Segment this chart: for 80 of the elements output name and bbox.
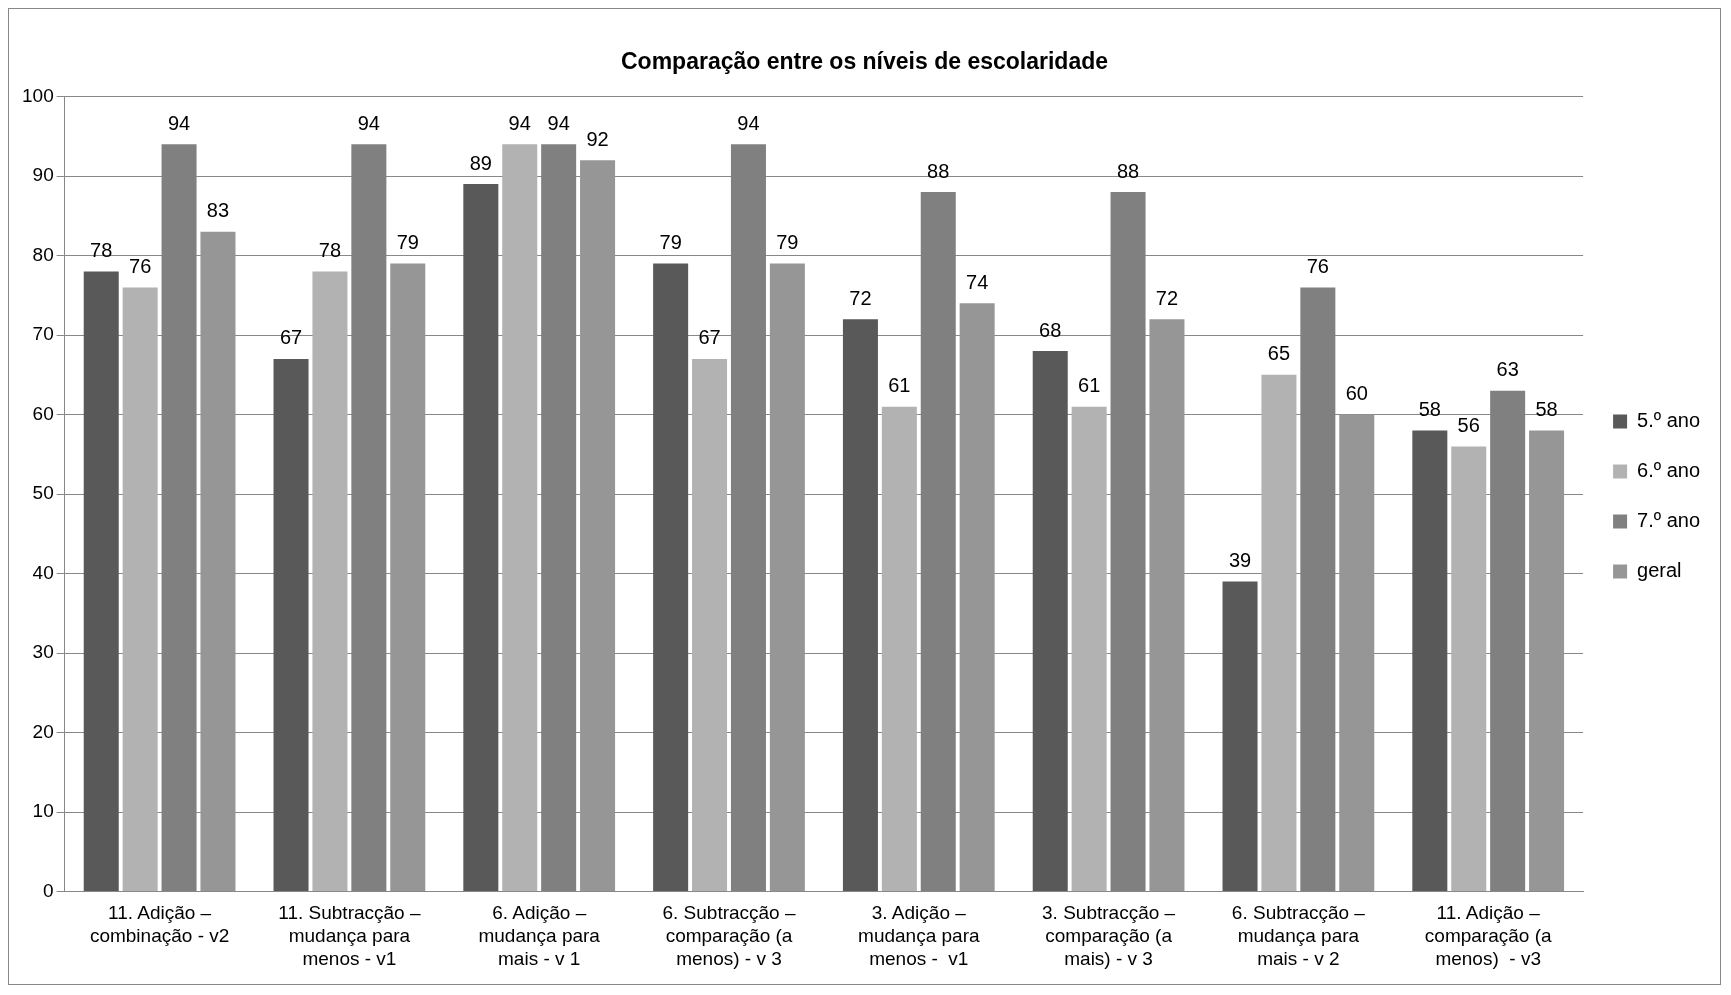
bar xyxy=(1222,581,1258,892)
x-tick-label: 11. Subtracção – mudança para menos - v1 xyxy=(278,902,421,969)
x-tick-label: 11. Adição – comparação (a menos) - v3 xyxy=(1424,902,1552,969)
data-label: 67 xyxy=(698,326,721,349)
data-label: 72 xyxy=(849,286,872,309)
y-tick-label: 40 xyxy=(32,561,54,583)
bar xyxy=(692,358,728,892)
legend-label: 7.º ano xyxy=(1637,509,1701,532)
data-label: 94 xyxy=(508,111,531,134)
bar xyxy=(312,271,348,892)
bar xyxy=(83,271,119,892)
data-label: 94 xyxy=(167,111,191,134)
x-tick-label: 6. Subtracção – mudança para mais - v 2 xyxy=(1231,902,1366,969)
x-tick-label: 6. Subtracção – comparação (a menos) - v 3 xyxy=(662,902,796,969)
bar xyxy=(769,263,805,892)
legend-label: geral xyxy=(1637,559,1682,582)
y-tick-label: 10 xyxy=(32,800,54,822)
data-label: 58 xyxy=(1535,398,1558,421)
x-tick-label: 3. Adição – mudança para menos - v1 xyxy=(858,902,980,969)
bar xyxy=(881,406,917,892)
data-label: 65 xyxy=(1267,342,1291,365)
data-label: 79 xyxy=(659,231,682,254)
chart-title: Comparação entre os níveis de escolaridade xyxy=(620,48,1109,75)
data-label: 78 xyxy=(90,239,113,262)
bar xyxy=(1149,319,1185,892)
data-label: 56 xyxy=(1457,413,1480,436)
bar xyxy=(1529,430,1565,892)
data-label: 76 xyxy=(129,254,152,277)
data-label: 88 xyxy=(1116,159,1140,182)
bar xyxy=(273,358,309,892)
y-tick-label: 100 xyxy=(22,84,54,106)
legend-label: 5.º ano xyxy=(1637,409,1701,432)
bar xyxy=(959,303,995,892)
data-label: 63 xyxy=(1496,358,1519,381)
data-label: 61 xyxy=(888,374,911,397)
bar xyxy=(200,231,236,892)
bar xyxy=(502,144,538,892)
data-label: 94 xyxy=(547,111,570,134)
y-tick-label: 90 xyxy=(32,164,54,186)
bar xyxy=(122,287,158,892)
data-label: 79 xyxy=(396,231,419,254)
data-label: 61 xyxy=(1078,374,1101,397)
y-tick-label: 30 xyxy=(32,641,54,663)
bar xyxy=(390,263,426,892)
bar xyxy=(1412,430,1448,892)
legend-label: 6.º ano xyxy=(1637,459,1701,482)
data-label: 72 xyxy=(1155,286,1179,309)
data-label: 92 xyxy=(586,127,609,150)
data-label: 88 xyxy=(927,159,950,182)
data-label: 76 xyxy=(1306,254,1329,277)
bar xyxy=(580,160,616,892)
bar xyxy=(1451,446,1487,892)
data-label: 74 xyxy=(966,270,989,293)
data-label: 68 xyxy=(1039,318,1062,341)
y-tick-label: 60 xyxy=(32,402,54,424)
bar xyxy=(1261,374,1297,892)
bar xyxy=(1071,406,1107,892)
y-tick-label: 50 xyxy=(32,482,54,504)
y-tick-label: 80 xyxy=(32,243,54,265)
data-label: 39 xyxy=(1228,549,1252,572)
data-label: 58 xyxy=(1418,398,1441,421)
bar xyxy=(1032,351,1068,892)
data-label: 60 xyxy=(1345,382,1368,405)
data-label: 94 xyxy=(357,111,380,134)
bar xyxy=(653,263,689,892)
data-label: 83 xyxy=(206,199,230,222)
data-label: 89 xyxy=(469,151,492,174)
data-label: 79 xyxy=(776,231,799,254)
x-tick-label: 6. Adição – mudança para mais - v 1 xyxy=(478,902,601,969)
data-label: 67 xyxy=(279,326,303,349)
data-label: 94 xyxy=(737,111,760,134)
bar xyxy=(1339,414,1375,892)
bar xyxy=(842,319,878,892)
y-tick-label: 70 xyxy=(32,323,54,345)
x-tick-label: 11. Adição – combinação - v2 xyxy=(89,902,230,947)
data-label: 78 xyxy=(318,239,342,262)
bar xyxy=(463,184,499,892)
y-tick-label: 20 xyxy=(32,720,54,742)
y-tick-label: 0 xyxy=(43,879,54,901)
x-tick-label: 3. Subtracção – comparação (a mais) - v 3 xyxy=(1042,902,1176,969)
